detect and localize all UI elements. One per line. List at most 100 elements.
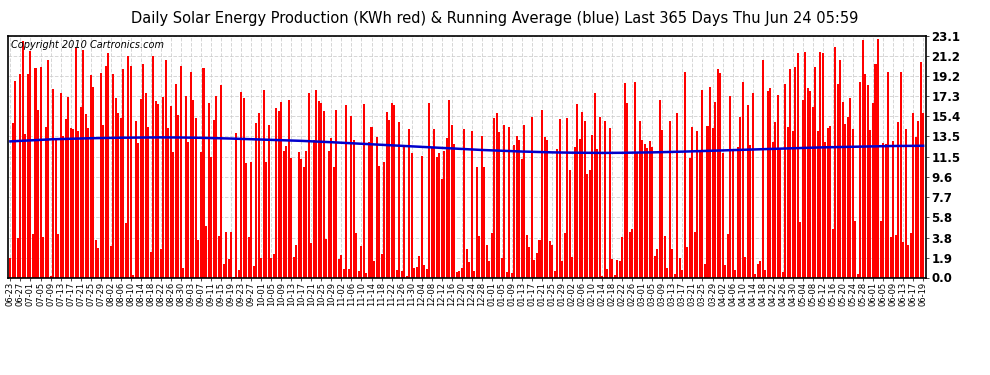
Bar <box>149 252 151 278</box>
Bar <box>265 162 267 278</box>
Bar <box>774 122 776 278</box>
Bar <box>42 237 44 278</box>
Bar <box>548 242 550 278</box>
Bar <box>278 111 280 278</box>
Bar <box>771 142 774 278</box>
Bar <box>799 222 801 278</box>
Bar <box>441 179 443 278</box>
Bar <box>200 152 202 278</box>
Bar <box>308 93 310 278</box>
Bar <box>578 139 580 278</box>
Bar <box>815 67 817 278</box>
Bar <box>453 144 455 278</box>
Bar <box>40 67 42 278</box>
Bar <box>601 276 603 278</box>
Bar <box>632 229 634 278</box>
Bar <box>859 82 861 278</box>
Bar <box>380 254 382 278</box>
Bar <box>712 128 714 278</box>
Bar <box>571 257 573 278</box>
Bar <box>624 83 626 278</box>
Bar <box>125 223 127 278</box>
Bar <box>900 72 902 278</box>
Bar <box>689 158 691 278</box>
Bar <box>347 268 349 278</box>
Bar <box>446 138 447 278</box>
Bar <box>235 133 237 278</box>
Bar <box>355 233 357 278</box>
Bar <box>383 162 385 278</box>
Bar <box>902 242 904 278</box>
Bar <box>90 75 92 278</box>
Bar <box>846 117 848 278</box>
Bar <box>622 237 624 278</box>
Bar <box>483 166 485 278</box>
Bar <box>280 102 282 278</box>
Bar <box>666 268 668 278</box>
Bar <box>684 72 686 278</box>
Bar <box>208 103 210 278</box>
Bar <box>35 68 37 278</box>
Bar <box>316 90 318 278</box>
Bar <box>488 261 490 278</box>
Bar <box>478 236 480 278</box>
Bar <box>563 233 565 278</box>
Bar <box>830 126 832 278</box>
Bar <box>644 144 645 278</box>
Bar <box>288 100 290 278</box>
Bar <box>782 272 784 278</box>
Bar <box>458 272 460 278</box>
Bar <box>589 170 591 278</box>
Bar <box>248 237 249 278</box>
Bar <box>241 92 243 278</box>
Bar <box>596 148 598 278</box>
Bar <box>681 270 683 278</box>
Bar <box>62 136 64 278</box>
Bar <box>54 141 56 278</box>
Bar <box>27 74 29 278</box>
Bar <box>496 113 498 278</box>
Bar <box>185 96 187 278</box>
Bar <box>869 130 871 278</box>
Bar <box>864 74 866 278</box>
Bar <box>704 264 706 278</box>
Bar <box>822 53 824 278</box>
Bar <box>646 148 648 278</box>
Bar <box>679 258 681 278</box>
Bar <box>64 119 66 278</box>
Bar <box>97 248 99 278</box>
Bar <box>117 113 119 278</box>
Bar <box>835 46 837 278</box>
Bar <box>305 150 307 278</box>
Bar <box>727 234 729 278</box>
Bar <box>22 41 24 278</box>
Bar <box>656 249 658 278</box>
Bar <box>346 105 347 278</box>
Bar <box>910 233 912 278</box>
Bar <box>473 271 475 278</box>
Bar <box>897 122 899 278</box>
Bar <box>604 121 606 278</box>
Bar <box>57 234 59 278</box>
Bar <box>766 91 768 278</box>
Bar <box>544 137 545 278</box>
Bar <box>804 52 806 278</box>
Text: Copyright 2010 Cartronics.com: Copyright 2010 Cartronics.com <box>11 40 163 51</box>
Bar <box>912 113 914 278</box>
Bar <box>637 152 639 278</box>
Bar <box>825 142 827 278</box>
Bar <box>849 98 851 278</box>
Bar <box>252 266 254 278</box>
Bar <box>536 254 538 278</box>
Bar <box>669 120 671 278</box>
Bar <box>807 87 809 278</box>
Bar <box>318 101 320 278</box>
Bar <box>162 97 164 278</box>
Bar <box>243 98 245 278</box>
Bar <box>363 104 365 278</box>
Bar <box>842 102 843 278</box>
Bar <box>516 136 518 278</box>
Bar <box>20 74 22 278</box>
Bar <box>310 243 312 278</box>
Bar <box>331 138 333 278</box>
